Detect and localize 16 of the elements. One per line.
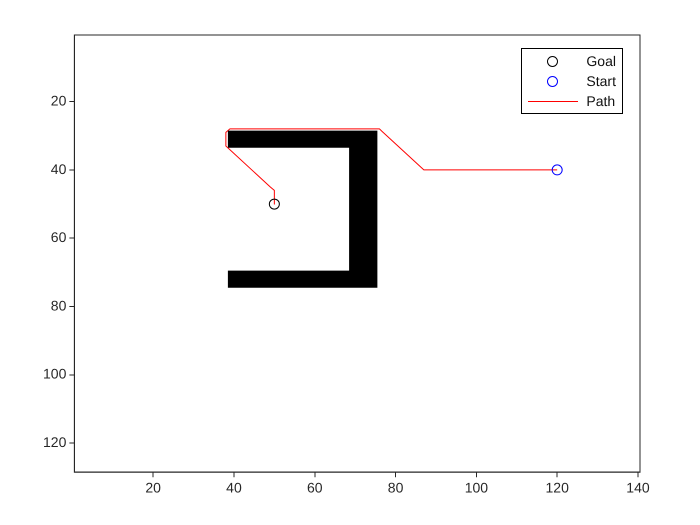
y-tick-label: 60 — [50, 229, 67, 246]
x-tick-label: 60 — [306, 479, 323, 496]
y-tick-label: 120 — [43, 434, 67, 450]
x-tick-label: 20 — [145, 479, 162, 496]
legend-label: Goal — [586, 53, 616, 69]
x-tick-label: 40 — [226, 479, 242, 496]
x-tick-label: 80 — [388, 479, 404, 496]
y-tick-label: 80 — [50, 297, 67, 314]
legend-label: Path — [586, 93, 616, 109]
x-tick-label: 140 — [626, 479, 650, 496]
y-tick-label: 100 — [43, 366, 67, 382]
y-tick-label: 40 — [50, 160, 67, 177]
x-tick-label: 120 — [545, 479, 570, 496]
x-tick-label: 100 — [464, 479, 488, 496]
y-tick-label: 20 — [50, 92, 67, 108]
legend-label: Start — [586, 73, 616, 89]
